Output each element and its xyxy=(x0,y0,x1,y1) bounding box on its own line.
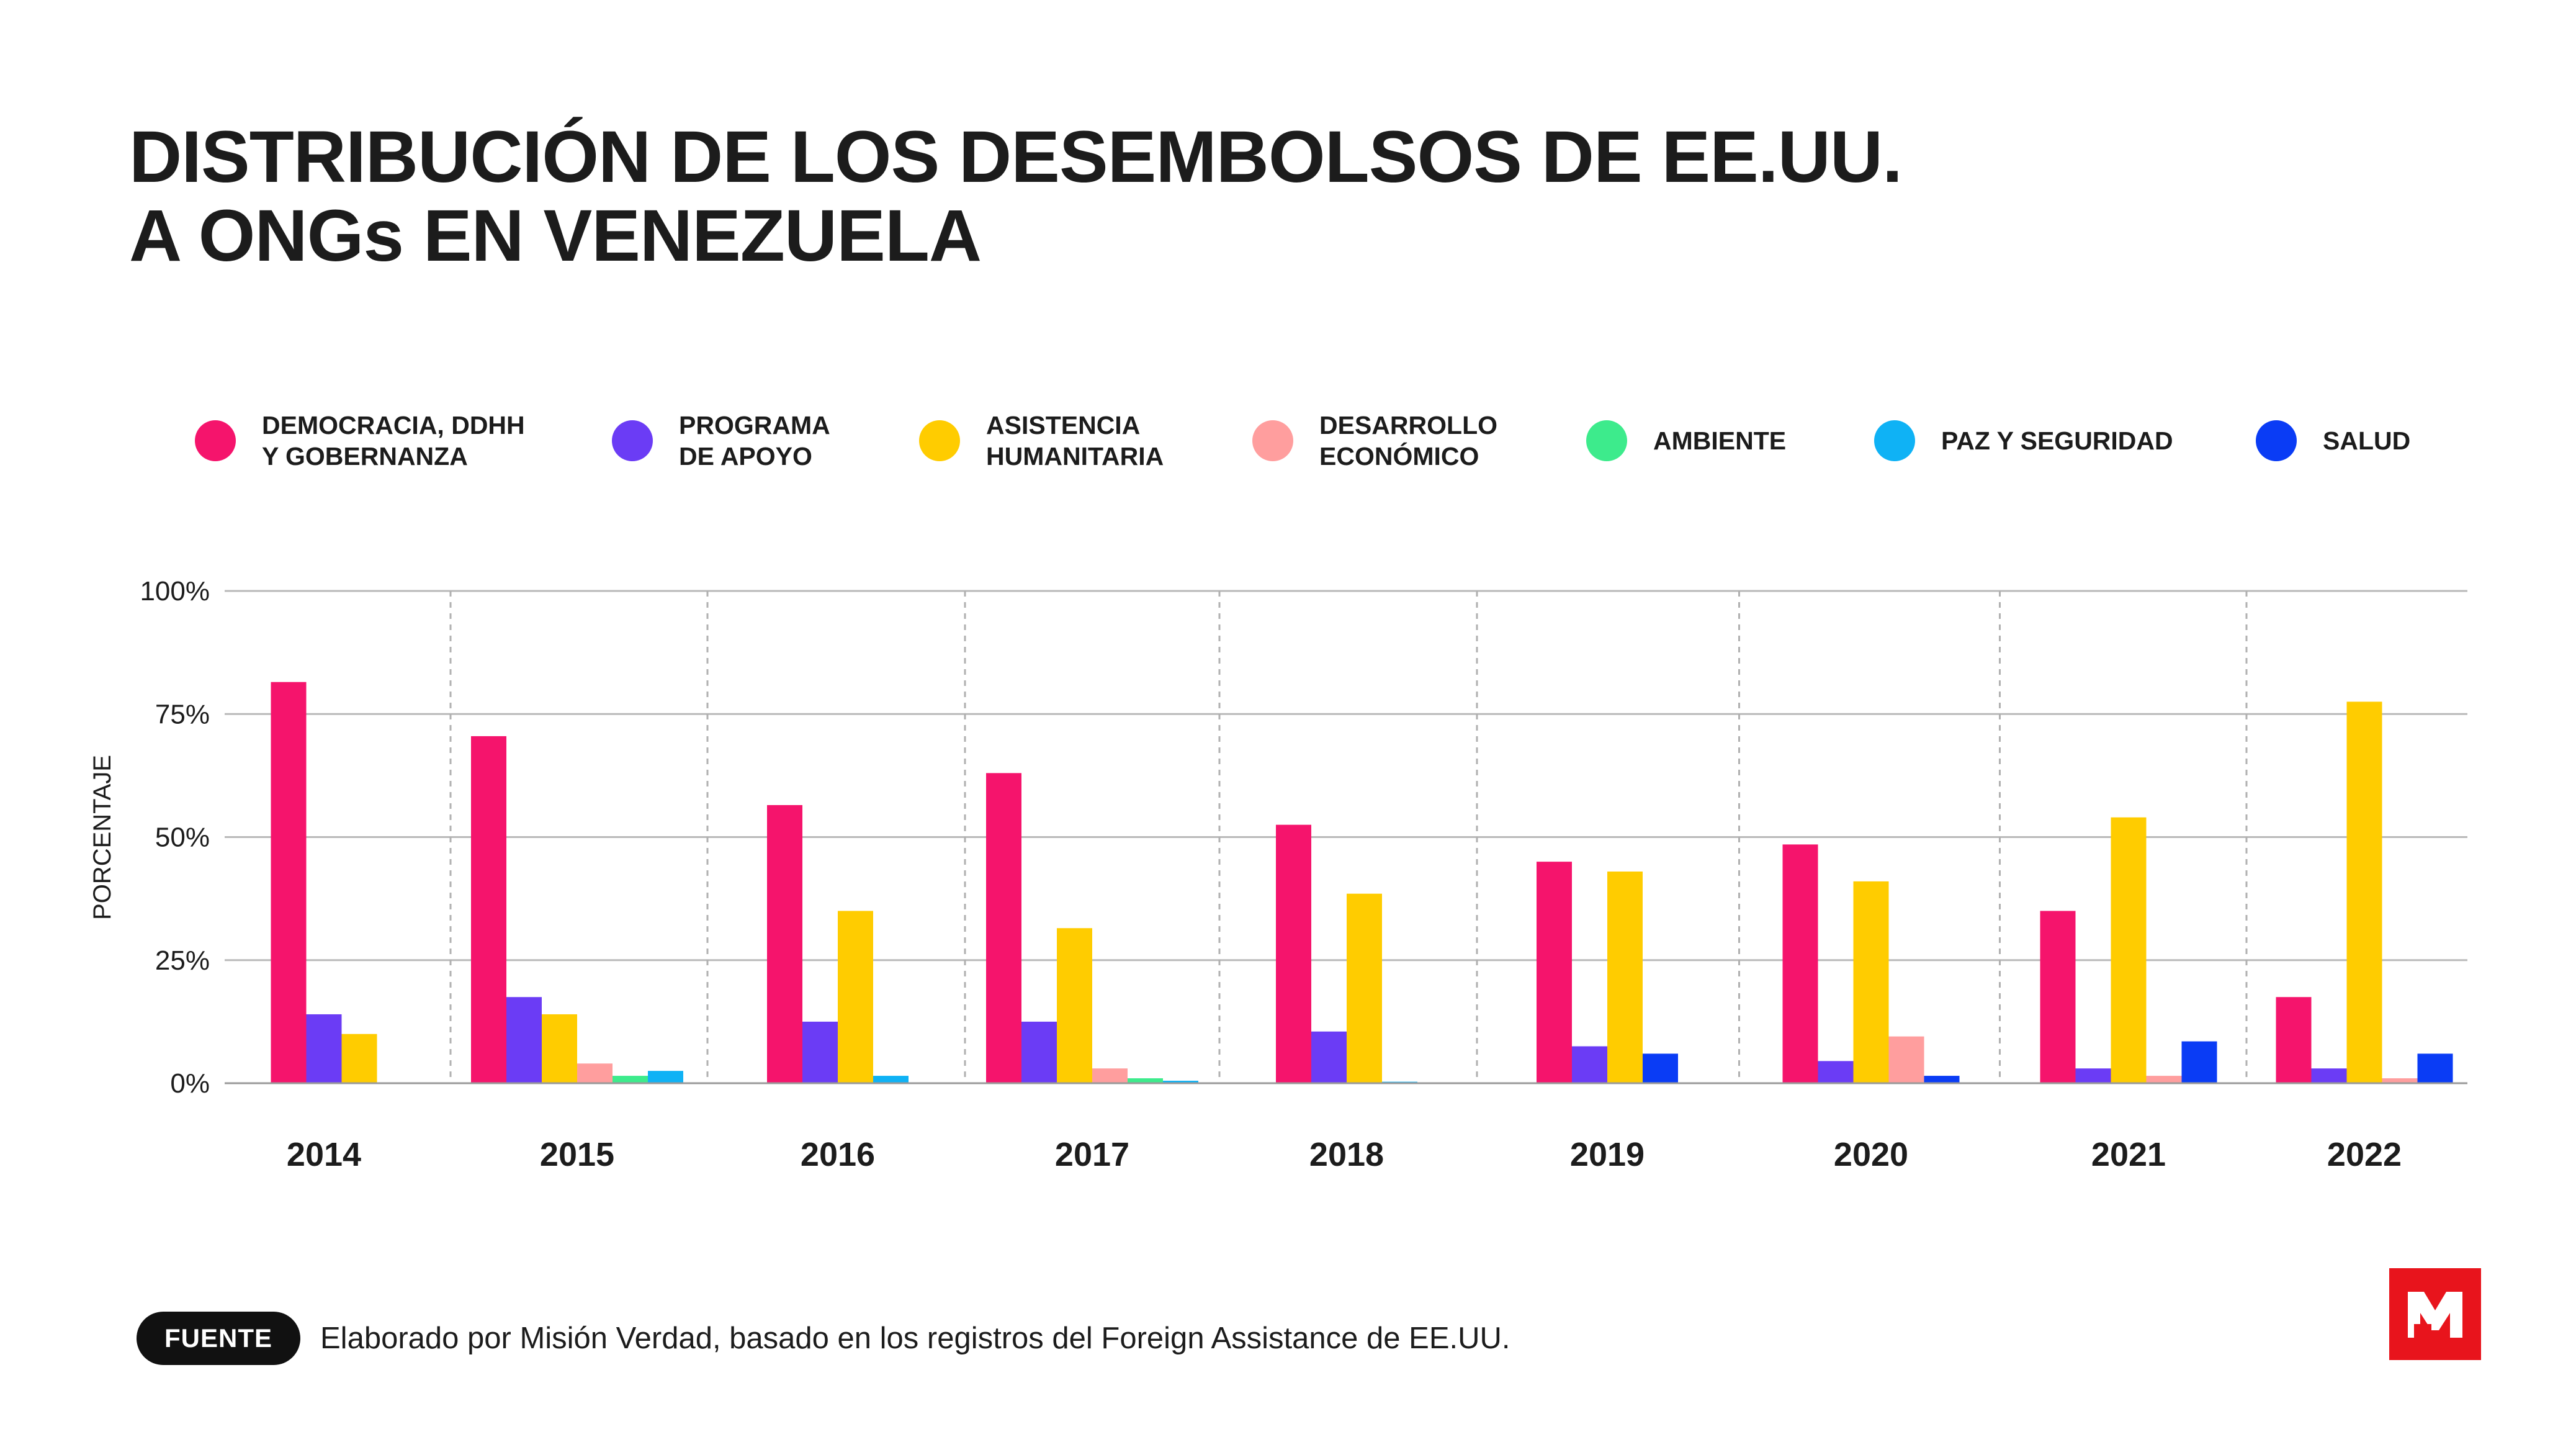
legend-label-salud-line-1: SALUD xyxy=(2323,426,2411,455)
x-tick-label: 2014 xyxy=(287,1136,361,1173)
bar xyxy=(2146,1076,2182,1083)
bar xyxy=(2075,1068,2111,1083)
bar xyxy=(1853,881,1889,1083)
bar xyxy=(471,736,506,1083)
legend-label-democracia-line-2: Y GOBERNANZA xyxy=(262,442,468,471)
x-tick-label: 2020 xyxy=(1834,1136,1908,1173)
chart-title-line-1: DISTRIBUCIÓN DE LOS DESEMBOLSOS DE EE.UU… xyxy=(129,116,1903,198)
y-tick-label: 0% xyxy=(170,1068,210,1099)
chart-title: DISTRIBUCIÓN DE LOS DESEMBOLSOS DE EE.UU… xyxy=(129,116,1903,277)
bar xyxy=(271,682,307,1083)
bar xyxy=(873,1076,909,1083)
legend-label-ambiente: AMBIENTE xyxy=(1653,425,1786,456)
legend-item-programa: PROGRAMA DE APOYO xyxy=(612,397,830,484)
bar xyxy=(1888,1036,1924,1083)
x-tick-label: 2021 xyxy=(2091,1136,2166,1173)
bar xyxy=(1021,1021,1057,1083)
legend-item-asistencia: ASISTENCIA HUMANITARIA xyxy=(919,397,1164,484)
y-tick-label: 25% xyxy=(155,945,210,976)
bar xyxy=(1818,1061,1854,1083)
bar xyxy=(1537,862,1572,1083)
bar xyxy=(306,1014,342,1083)
legend-swatch-desarrollo xyxy=(1252,420,1293,461)
bar xyxy=(542,1014,577,1083)
bar xyxy=(648,1071,683,1083)
legend-label-desarrollo-line-1: DESARROLLO xyxy=(1319,411,1497,439)
y-axis-title: PORCENTAJE xyxy=(89,755,116,920)
x-tick-label: 2016 xyxy=(801,1136,875,1173)
bar xyxy=(1643,1053,1678,1083)
bar xyxy=(2040,911,2076,1083)
legend-label-asistencia: ASISTENCIA HUMANITARIA xyxy=(986,410,1164,472)
bar xyxy=(2346,701,2382,1083)
legend-item-democracia: DEMOCRACIA, DDHH Y GOBERNANZA xyxy=(195,397,525,484)
legend-label-ambiente-line-1: AMBIENTE xyxy=(1653,426,1787,455)
legend-label-democracia: DEMOCRACIA, DDHH Y GOBERNANZA xyxy=(262,410,525,472)
source-text: Elaborado por Misión Verdad, basado en l… xyxy=(320,1322,1510,1355)
bar xyxy=(506,997,542,1083)
y-tick-label: 100% xyxy=(140,576,210,606)
legend-label-paz-line-1: PAZ Y SEGURIDAD xyxy=(1941,426,2173,455)
legend-label-programa: PROGRAMA DE APOYO xyxy=(679,410,830,472)
x-tick-label: 2017 xyxy=(1055,1136,1129,1173)
x-tick-label: 2018 xyxy=(1309,1136,1384,1173)
bar xyxy=(1276,824,1311,1083)
legend-swatch-democracia xyxy=(195,420,236,461)
bar xyxy=(2417,1053,2453,1083)
bar xyxy=(838,911,873,1083)
chart-title-line-2: A ONGs EN VENEZUELA xyxy=(129,195,982,277)
legend-label-desarrollo-line-2: ECONÓMICO xyxy=(1319,442,1479,471)
bar xyxy=(341,1034,377,1083)
legend-label-programa-line-2: DE APOYO xyxy=(679,442,812,471)
bar xyxy=(2311,1068,2347,1083)
bar xyxy=(1607,872,1643,1083)
bar xyxy=(613,1076,648,1083)
x-tick-label: 2015 xyxy=(540,1136,614,1173)
bar xyxy=(1924,1076,1960,1083)
legend-label-democracia-line-1: DEMOCRACIA, DDHH xyxy=(262,411,525,439)
x-tick-label: 2022 xyxy=(2327,1136,2402,1173)
footer: FUENTE Elaborado por Misión Verdad, basa… xyxy=(137,1312,1510,1365)
bar xyxy=(767,804,802,1083)
bar xyxy=(2276,997,2312,1083)
bar xyxy=(986,773,1021,1083)
brand-logo-icon xyxy=(2389,1268,2481,1360)
legend-item-desarrollo: DESARROLLO ECONÓMICO xyxy=(1252,397,1497,484)
y-tick-label: 50% xyxy=(155,822,210,853)
legend-item-paz: PAZ Y SEGURIDAD xyxy=(1874,397,2173,484)
bar xyxy=(1572,1046,1607,1083)
legend-item-ambiente: AMBIENTE xyxy=(1586,397,1786,484)
source-badge: FUENTE xyxy=(137,1312,300,1365)
bar xyxy=(577,1063,613,1083)
bar xyxy=(1163,1081,1198,1083)
legend: DEMOCRACIA, DDHH Y GOBERNANZA PROGRAMA D… xyxy=(0,397,2576,484)
bar xyxy=(1128,1078,1163,1083)
bar xyxy=(2111,817,2147,1083)
y-tick-label: 75% xyxy=(155,699,210,729)
bar xyxy=(2181,1041,2217,1083)
legend-label-asistencia-line-2: HUMANITARIA xyxy=(986,442,1164,471)
legend-swatch-asistencia xyxy=(919,420,960,461)
legend-label-desarrollo: DESARROLLO ECONÓMICO xyxy=(1319,410,1497,472)
legend-swatch-ambiente xyxy=(1586,420,1627,461)
legend-label-asistencia-line-1: ASISTENCIA xyxy=(986,411,1141,439)
bar xyxy=(1782,844,1818,1083)
legend-swatch-salud xyxy=(2256,420,2297,461)
x-tick-label: 2019 xyxy=(1570,1136,1645,1173)
legend-label-paz: PAZ Y SEGURIDAD xyxy=(1941,425,2173,456)
legend-label-salud: SALUD xyxy=(2323,425,2410,456)
bar xyxy=(1347,893,1382,1083)
legend-item-salud: SALUD xyxy=(2256,397,2410,484)
bar xyxy=(1311,1031,1347,1083)
legend-swatch-paz xyxy=(1874,420,1915,461)
legend-label-programa-line-1: PROGRAMA xyxy=(679,411,830,439)
bar xyxy=(802,1021,838,1083)
legend-swatch-programa xyxy=(612,420,653,461)
bar xyxy=(1092,1068,1128,1083)
bar xyxy=(1057,928,1092,1083)
bar xyxy=(2382,1078,2418,1083)
